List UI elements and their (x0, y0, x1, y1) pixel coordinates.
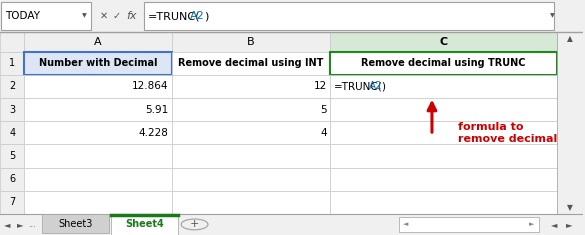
Bar (0, 214, 583, 235)
Bar (331, 75, 557, 98)
Text: ): ) (204, 11, 208, 21)
Text: =TRUNC(: =TRUNC( (147, 11, 200, 21)
Bar (0, 75, 25, 98)
Bar (399, 217, 539, 232)
Text: Sheet3: Sheet3 (58, 219, 92, 229)
Bar (172, 52, 331, 75)
Text: ▼: ▼ (82, 14, 87, 19)
Text: ▼: ▼ (567, 204, 573, 212)
Text: 5: 5 (320, 105, 327, 115)
Text: 2: 2 (9, 82, 15, 91)
Bar (25, 52, 172, 75)
Text: ◄: ◄ (402, 221, 408, 227)
Text: 3: 3 (9, 105, 15, 115)
Bar (172, 191, 331, 214)
Text: TODAY: TODAY (5, 11, 40, 21)
Bar (25, 98, 172, 121)
Text: Number with Decimal: Number with Decimal (39, 58, 157, 68)
Bar (331, 191, 557, 214)
Bar (25, 168, 172, 191)
Text: ▼: ▼ (550, 14, 555, 19)
Text: A2: A2 (190, 11, 205, 21)
Bar (1, 2, 91, 30)
Bar (144, 2, 554, 30)
Text: C: C (439, 37, 448, 47)
Bar (557, 32, 583, 214)
Text: 1: 1 (9, 58, 15, 68)
Bar (331, 121, 557, 144)
Text: Remove decimal using INT: Remove decimal using INT (178, 58, 324, 68)
Text: 12.864: 12.864 (132, 82, 168, 91)
Bar (0, 144, 25, 168)
Text: ...: ... (28, 220, 36, 229)
Text: A2: A2 (369, 82, 383, 91)
Text: 12: 12 (314, 82, 327, 91)
Bar (172, 121, 331, 144)
Text: 4.228: 4.228 (139, 128, 168, 138)
Bar (172, 32, 331, 52)
Text: ): ) (381, 82, 386, 91)
Text: Sheet4: Sheet4 (125, 219, 164, 229)
Text: 5: 5 (9, 151, 15, 161)
Bar (172, 168, 331, 191)
FancyArrowPatch shape (428, 103, 436, 132)
Text: +: + (190, 219, 199, 229)
Text: ►: ► (529, 221, 535, 227)
Bar (331, 98, 557, 121)
Text: 5.91: 5.91 (145, 105, 168, 115)
Bar (25, 32, 172, 52)
Text: ◄: ◄ (4, 220, 11, 229)
Text: ✓: ✓ (113, 11, 121, 21)
Bar (0, 168, 25, 191)
Text: fx: fx (126, 11, 136, 21)
Text: formula to
remove decimal: formula to remove decimal (458, 122, 558, 144)
Bar (25, 191, 172, 214)
Text: 7: 7 (9, 197, 15, 207)
Bar (0, 52, 25, 75)
Bar (0, 32, 557, 52)
Bar (25, 121, 172, 144)
Text: ►: ► (17, 220, 23, 229)
Text: B: B (247, 37, 255, 47)
Bar (0, 191, 25, 214)
Bar (42, 214, 109, 233)
Text: A: A (94, 37, 102, 47)
Bar (331, 32, 557, 52)
Bar (172, 98, 331, 121)
Bar (25, 144, 172, 168)
Bar (172, 144, 331, 168)
Text: =TRUNC(: =TRUNC( (334, 82, 383, 91)
Bar (0, 32, 25, 52)
Bar (25, 75, 172, 98)
Text: ▲: ▲ (567, 34, 573, 43)
Text: ►: ► (566, 220, 572, 229)
Text: 6: 6 (9, 174, 15, 184)
Bar (331, 168, 557, 191)
Bar (0, 98, 25, 121)
Bar (0, 0, 583, 32)
Bar (0, 121, 25, 144)
Bar (331, 52, 557, 75)
Text: Remove decimal using TRUNC: Remove decimal using TRUNC (362, 58, 526, 68)
Bar (331, 144, 557, 168)
Text: ◄: ◄ (551, 220, 558, 229)
Text: ✕: ✕ (99, 11, 108, 21)
Text: 4: 4 (9, 128, 15, 138)
Text: 4: 4 (320, 128, 327, 138)
Bar (172, 75, 331, 98)
Bar (111, 214, 178, 235)
